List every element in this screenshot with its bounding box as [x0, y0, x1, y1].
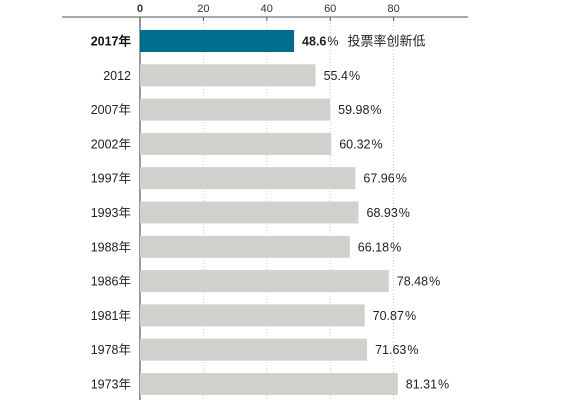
- bar: [140, 304, 365, 327]
- category-labels: 2017年 2012 2007年 2002年 1997年 1993年 1988年 1986年 1…: [91, 34, 132, 392]
- value-label: 71.63%: [375, 343, 418, 357]
- annotation-label: 投票率创新低: [348, 34, 426, 49]
- category-label: 1978年: [91, 343, 131, 357]
- tick-label: 0: [137, 3, 143, 15]
- value-label: 81.31%: [406, 378, 449, 392]
- bar: [140, 64, 316, 87]
- category-label: 1993年: [91, 206, 131, 220]
- value-label: 59.98%: [338, 103, 381, 117]
- bar: [140, 373, 398, 395]
- category-label: 1986年: [91, 275, 131, 289]
- tick-label: 20: [197, 3, 209, 15]
- tick-label: 60: [324, 3, 336, 15]
- value-label: 60.32%: [339, 137, 382, 151]
- tick-label: 80: [387, 3, 399, 15]
- bar: [140, 167, 356, 190]
- value-label: 70.87%: [373, 309, 416, 323]
- category-label: 1997年: [91, 172, 131, 186]
- category-label: 1973年: [91, 378, 131, 392]
- bar: [140, 270, 389, 293]
- value-label: 48.6% 投票率创新低: [302, 34, 425, 49]
- bar: [140, 98, 331, 121]
- category-label: 2007年: [91, 103, 131, 117]
- value-label: 78.48%: [397, 275, 440, 289]
- category-label: 1981年: [91, 309, 131, 323]
- value-labels: 48.6% 投票率创新低 55.4% 59.98% 60.32% 67.96% 68.93%…: [302, 34, 449, 392]
- bar: [140, 201, 359, 224]
- value-label: 66.18%: [358, 240, 401, 254]
- tick-label: 40: [261, 3, 273, 15]
- x-axis: 0 20 40 60 80: [62, 3, 468, 21]
- bar: [140, 235, 350, 258]
- bar: [140, 132, 332, 155]
- value-label: 68.93%: [367, 206, 410, 220]
- bar: [140, 338, 368, 361]
- category-label: 1988年: [91, 240, 131, 254]
- value-label: 67.96%: [363, 172, 406, 186]
- bar: [140, 30, 295, 52]
- bars: [140, 30, 398, 395]
- category-label: 2017年: [91, 34, 132, 49]
- value-label: 55.4%: [324, 69, 360, 83]
- category-label: 2002年: [91, 137, 131, 151]
- category-label: 2012: [103, 69, 131, 83]
